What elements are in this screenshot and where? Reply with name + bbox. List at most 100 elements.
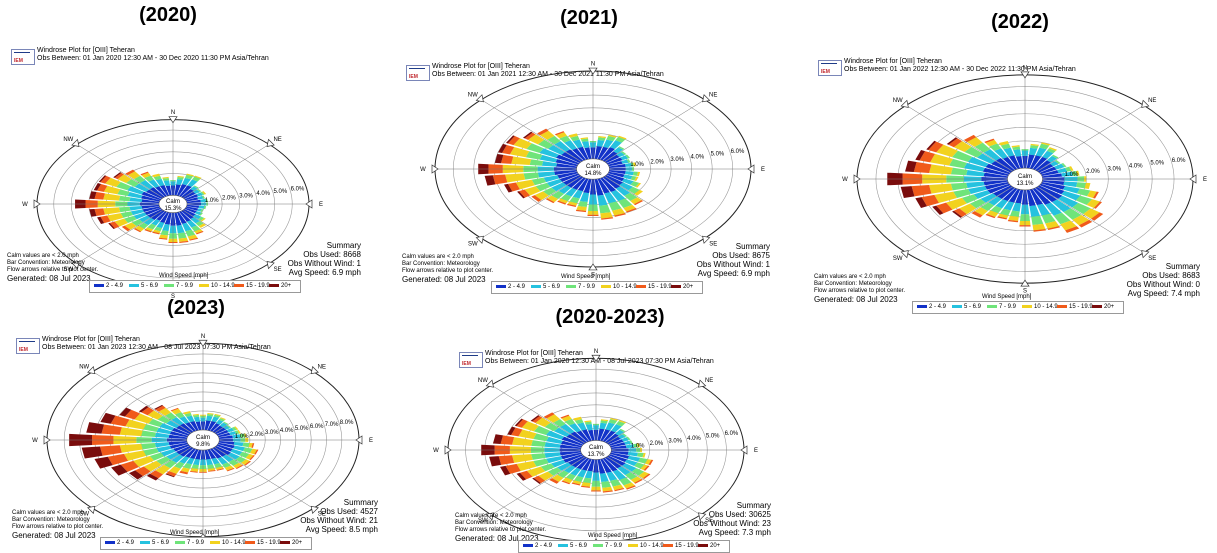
- petal-dir290-bin2: [117, 189, 130, 197]
- petal-dir240-bin2: [540, 463, 555, 472]
- legend-swatch: [531, 284, 541, 288]
- petal-dir330-bin1: [148, 179, 160, 188]
- petal-dir10-bin2: [597, 137, 606, 141]
- petal-dir340-bin3: [573, 416, 582, 421]
- legend-item: 10 - 14.9: [601, 284, 637, 290]
- petal-dir70-bin2: [629, 440, 633, 444]
- petal-dir300-bin5: [506, 135, 515, 144]
- petal-dir80-bin2: [1071, 170, 1078, 176]
- spoke: [92, 371, 192, 434]
- legend-swatch: [105, 540, 115, 544]
- petal-dir200-bin0: [160, 211, 170, 223]
- direction-label-s: S: [591, 272, 595, 278]
- petal-dir190-bin2: [160, 230, 169, 236]
- petal-dir10-bin0: [204, 420, 211, 431]
- direction-label-sw: SW: [478, 518, 488, 524]
- petal-dir100-bin2: [1076, 182, 1087, 189]
- petal-dir60-bin0: [184, 194, 199, 201]
- legend-swatch: [245, 540, 255, 544]
- petal-dir70-bin0: [185, 197, 199, 202]
- legend-label: 10 - 14.9: [640, 543, 664, 549]
- legend-title: Wind Speed [mph]: [561, 274, 611, 280]
- petal-dir20-bin2: [184, 174, 194, 180]
- petal-dir60-bin1: [1054, 163, 1065, 170]
- petal-dir160-bin4: [189, 237, 199, 241]
- petal-dir240-bin1: [551, 459, 566, 468]
- petal-dir280-bin3: [511, 156, 532, 166]
- petal-dir150-bin2: [191, 225, 201, 232]
- direction-label-se: SE: [709, 242, 717, 248]
- petal-dir280-bin4: [94, 191, 105, 200]
- flow-arrow-icon: [310, 505, 319, 515]
- petal-dir320-bin4: [543, 412, 555, 419]
- legend-item: 7 - 9.9: [593, 543, 622, 549]
- petal-dir80-bin1: [1061, 171, 1074, 177]
- legend-swatch: [496, 284, 506, 288]
- ring-label: 7.0%: [325, 422, 339, 428]
- petal-dir200-bin4: [997, 216, 1008, 220]
- petal-dir320-bin2: [164, 412, 177, 420]
- petal-dir280-bin4: [101, 424, 122, 435]
- petal-dir230-bin5: [532, 477, 541, 484]
- ring-label: 6.0%: [291, 187, 305, 193]
- ring-label: 4.0%: [256, 191, 270, 197]
- direction-label-nw: NW: [63, 137, 73, 143]
- petal-dir280-bin0: [983, 172, 1008, 178]
- petal-dir170-bin2: [177, 232, 187, 239]
- petal-dir20-bin1: [182, 177, 191, 186]
- petal-dir290-bin0: [169, 431, 189, 438]
- petal-dir130-bin3: [1083, 208, 1100, 219]
- petal-dir300-bin0: [555, 154, 580, 165]
- obs-used: Obs Used: 30625: [708, 510, 771, 519]
- petal-dir220-bin4: [549, 478, 559, 484]
- petal-dir260-bin0: [141, 204, 160, 209]
- petal-dir310-bin0: [991, 160, 1013, 173]
- legend-label: 7 - 9.9: [187, 540, 205, 546]
- petal-dir200-bin4: [179, 470, 189, 475]
- petal-dir30-bin2: [616, 421, 626, 427]
- petal-dir210-bin0: [185, 448, 196, 458]
- petal-dir260-bin1: [129, 205, 143, 211]
- petal-dir200-bin2: [183, 463, 192, 469]
- petal-dir140-bin4: [634, 478, 643, 484]
- flow-arrow-icon: [900, 250, 909, 259]
- direction-label-ne: NE: [705, 378, 713, 384]
- petal-dir250-bin1: [543, 175, 560, 183]
- petal-dir100-bin3: [642, 453, 646, 458]
- petal-dir120-bin2: [1075, 195, 1093, 205]
- petal-dir100-bin0: [608, 170, 626, 175]
- plot-title: Windrose Plot for [OIII] Teheran: [844, 58, 942, 65]
- petal-dir120-bin2: [199, 212, 204, 216]
- heading-2021: (2021): [560, 7, 618, 29]
- logo-wave-icon: [409, 68, 425, 73]
- petal-dir320-bin3: [158, 407, 172, 416]
- petal-dir140-bin4: [633, 200, 644, 206]
- petal-dir330-bin3: [556, 132, 568, 139]
- direction-label-e: E: [761, 167, 765, 173]
- direction-label-n: N: [594, 349, 598, 355]
- petal-dir250-bin5: [915, 197, 928, 208]
- petal-dir210-bin1: [179, 456, 190, 464]
- legend-item: 5 - 6.9: [558, 543, 587, 549]
- petal-dir30-bin3: [1048, 147, 1058, 151]
- petal-dir320-bin1: [983, 149, 1001, 161]
- petal-dir340-bin3: [183, 411, 191, 415]
- petal-dir10-bin1: [599, 422, 607, 430]
- petal-dir120-bin0: [1039, 183, 1065, 195]
- legend-item: 15 - 19.9: [636, 284, 672, 290]
- petal-dir30-bin0: [179, 185, 192, 197]
- petal-dir340-bin2: [570, 135, 580, 142]
- petal-dir280-bin0: [556, 163, 578, 168]
- spoke: [76, 144, 164, 199]
- petal-dir150-bin1: [186, 220, 197, 228]
- legend: 2 - 4.9 5 - 6.9 7 - 9.9 10 - 14.9 15 - 19.9 2…: [100, 537, 312, 550]
- petal-dir130-bin1: [619, 182, 634, 191]
- logo-lettering: IEM: [409, 74, 418, 80]
- petal-dir150-bin4: [626, 208, 637, 213]
- petal-dir220-bin1: [563, 465, 576, 474]
- petal-dir340-bin0: [190, 421, 199, 431]
- spoke: [906, 186, 1013, 253]
- direction-label-sw: SW: [79, 512, 89, 518]
- petal-dir250-bin3: [515, 179, 535, 190]
